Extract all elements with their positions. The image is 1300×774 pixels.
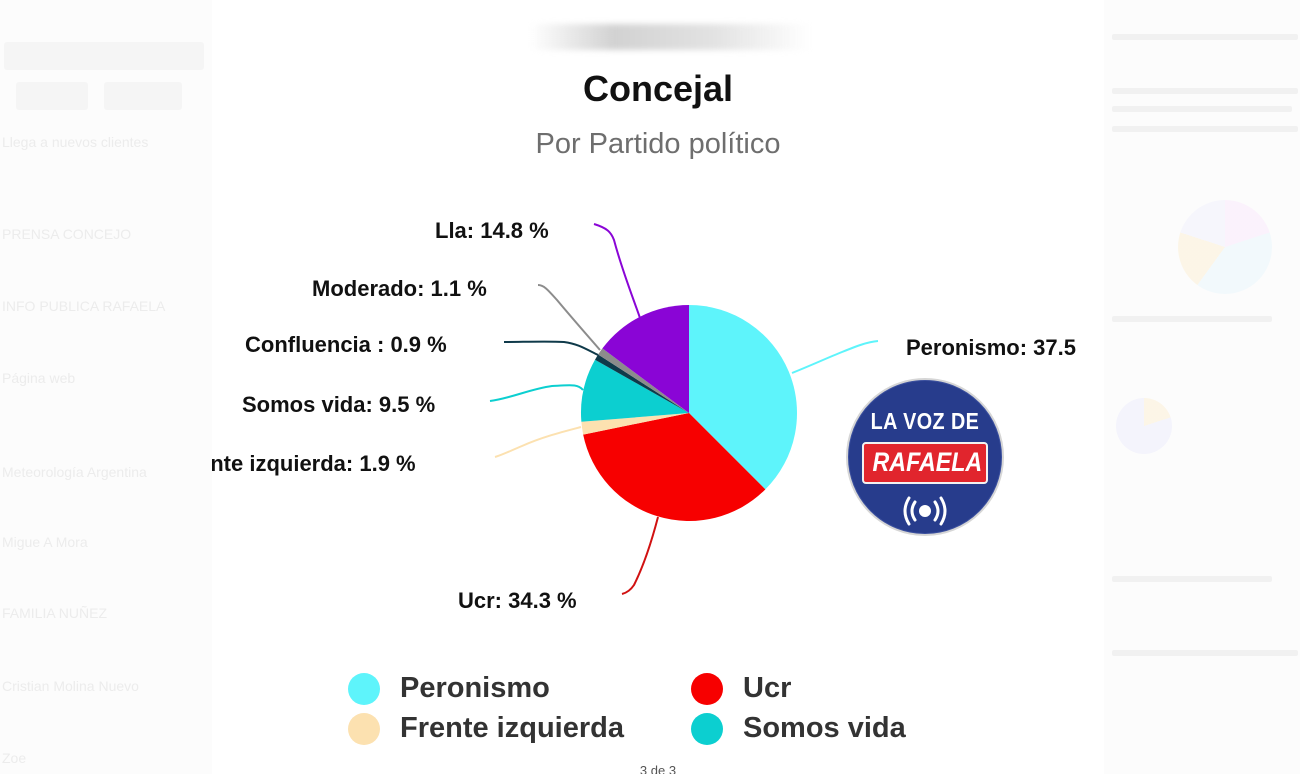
legend-label: Peronismo — [400, 672, 550, 704]
logo-line-2: RAFAELA — [872, 447, 983, 477]
background-sidebar: Llega a nuevos clientes PRENSA CONCEJO I… — [0, 0, 212, 774]
ghost-pie — [1178, 200, 1272, 294]
logo-red-band: RAFAELA — [862, 442, 988, 484]
pie-slice-ucr[interactable] — [583, 413, 766, 522]
leader-line-moderado — [537, 284, 601, 351]
ghost-pie — [1116, 398, 1172, 454]
ghost-button — [104, 82, 182, 110]
chart-subtitle: Por Partido político — [535, 128, 781, 160]
logo-line-1: LA VOZ DE — [870, 408, 980, 434]
ghost-line — [1112, 650, 1298, 656]
pie-slice-confluencia[interactable] — [595, 354, 689, 413]
ghost-button — [16, 82, 88, 110]
ghost-line — [1112, 316, 1272, 322]
ghost-text: Meteorología Argentina — [2, 464, 147, 480]
label-somos-vida: Somos vida: 9.5 % — [242, 392, 436, 417]
ghost-text: Zoe — [2, 750, 27, 766]
ghost-text: FAMILIA NUÑEZ — [2, 605, 108, 621]
label-ucr: Ucr: 34.3 % — [458, 588, 577, 613]
label-confluencia: Confluencia : 0.9 % — [245, 332, 447, 357]
legend-dot-icon — [348, 712, 380, 745]
ghost-text: Cristian Molina Nuevo — [2, 678, 139, 694]
pie-slice-lla[interactable] — [602, 305, 689, 413]
ghost-line — [1112, 34, 1298, 40]
ghost-text: Migue A Mora — [2, 534, 88, 550]
pie-slice-frente-izquierda[interactable] — [581, 413, 689, 435]
label-peronismo: Peronismo: 37.5 — [906, 335, 1076, 360]
ghost-line — [1112, 576, 1272, 582]
leader-line-confluencia — [503, 340, 599, 356]
ghost-line — [1112, 88, 1298, 94]
ghost-search-box — [4, 42, 204, 70]
ghost-line — [1112, 126, 1298, 132]
radio-broadcast-icon — [848, 494, 1002, 534]
blurred-header-bar — [530, 24, 810, 50]
ghost-line — [1112, 106, 1292, 112]
legend-dot-icon — [691, 712, 723, 745]
legend-item-frente-izquierda[interactable]: Frente izquierda — [348, 712, 624, 745]
leader-line-ucr — [621, 516, 659, 595]
legend-item-somos-vida[interactable]: Somos vida — [691, 712, 906, 745]
legend-label: Ucr — [743, 672, 792, 704]
leader-line-somos-vida — [489, 384, 584, 402]
legend-label: Frente izquierda — [400, 712, 624, 744]
legend-dot-icon — [691, 672, 723, 705]
ghost-text: Llega a nuevos clientes — [2, 134, 149, 150]
ghost-text: Página web — [2, 370, 76, 386]
ghost-text: INFO PUBLICA RAFAELA — [2, 298, 166, 314]
leader-line-frente-izquierda — [494, 426, 582, 458]
la-voz-de-rafaela-logo: LA VOZ DE RAFAELA — [846, 378, 1004, 536]
legend-item-ucr[interactable]: Ucr — [691, 672, 791, 705]
leader-line-lla — [593, 223, 641, 319]
label-frente-izquierda: Frente izquierda: 1.9 % — [212, 451, 416, 476]
ghost-text: PRENSA CONCEJO — [2, 226, 132, 242]
background-right-column — [1104, 0, 1300, 774]
pie-slice-moderado[interactable] — [598, 348, 689, 413]
legend-dot-icon — [348, 672, 380, 705]
pie-slice-somos-vida[interactable] — [581, 359, 689, 422]
label-lla: Lla: 14.8 % — [435, 218, 549, 243]
pie-slice-peronismo[interactable] — [689, 305, 798, 490]
page-indicator: 3 de 3 — [639, 763, 677, 774]
chart-title: Concejal — [582, 68, 734, 109]
leader-line-peronismo — [791, 340, 879, 374]
label-moderado: Moderado: 1.1 % — [312, 276, 487, 301]
legend-label: Somos vida — [743, 712, 906, 744]
legend-item-peronismo[interactable]: Peronismo — [348, 672, 550, 705]
pie-chart — [489, 223, 879, 595]
chart-panel: Concejal Por Partido político Lla: 14.8 … — [212, 0, 1104, 774]
